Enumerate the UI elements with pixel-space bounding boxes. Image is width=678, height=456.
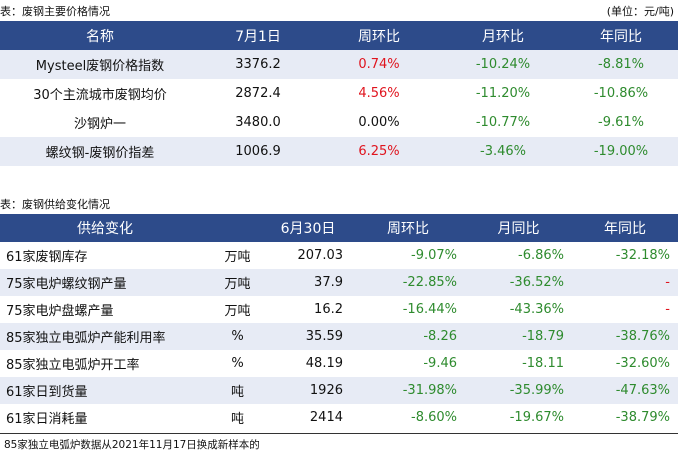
col-header-date: 7月1日 [200, 21, 316, 50]
row-name: 螺纹钢-废钢价指差 [0, 137, 200, 166]
row-name: Mysteel废钢价格指数 [0, 50, 200, 79]
row-value: 2872.4 [235, 86, 281, 101]
price-table: 名称 7月1日 周环比 月环比 年同比 Mysteel废钢价格指数 3376.2… [0, 21, 678, 166]
row-yoy: -38.79% [615, 410, 670, 425]
row-mom: -36.52% [465, 269, 572, 296]
row-value: 2414 [309, 410, 343, 425]
row-name: 85家独立电弧炉开工率 [6, 358, 140, 373]
row-yoy: -10.86% [593, 86, 649, 101]
row-unit: 万吨 [224, 304, 251, 319]
table-row: 61家日消耗量 吨 2414 -8.60% -19.67% -38.79% [0, 404, 678, 431]
col-header-yoy: 年同比 [564, 21, 678, 50]
row-mom: -11.20% [475, 86, 531, 101]
row-wow: 0.00% [358, 115, 400, 130]
row-name: 61家日消耗量 [6, 412, 88, 427]
table-row: 75家电炉螺纹钢产量 万吨 37.9 -22.85% -36.52% - [0, 269, 678, 296]
col-header-wow: 周环比 [351, 214, 465, 242]
row-yoy: - [572, 269, 678, 296]
col-header-yoy: 年同比 [572, 214, 678, 242]
row-name: 85家独立电弧炉产能利用率 [0, 323, 210, 350]
col-header-unit [210, 214, 265, 242]
row-mom: -18.11 [522, 356, 564, 371]
row-name: 61家日到货量 [0, 377, 210, 404]
col-header-name: 名称 [0, 21, 200, 50]
supply-table: 供给变化 6月30日 周环比 月同比 年同比 61家废钢库存 万吨 207.03… [0, 214, 678, 431]
row-value: 35.59 [265, 323, 351, 350]
row-yoy: -8.81% [564, 50, 678, 79]
row-mom: -35.99% [465, 377, 572, 404]
col-header-mom: 月环比 [442, 21, 564, 50]
row-value: 1006.9 [200, 137, 316, 166]
table-row: 85家独立电弧炉开工率 % 48.19 -9.46 -18.11 -32.60% [0, 350, 678, 377]
row-yoy: -32.60% [615, 356, 670, 371]
row-yoy: - [665, 302, 670, 317]
table-row: Mysteel废钢价格指数 3376.2 0.74% -10.24% -8.81… [0, 50, 678, 79]
row-value: 207.03 [297, 248, 344, 263]
row-wow: 0.74% [316, 50, 442, 79]
row-wow: -8.26 [351, 323, 465, 350]
table-row: 61家日到货量 吨 1926 -31.98% -35.99% -47.63% [0, 377, 678, 404]
row-yoy: -19.00% [564, 137, 678, 166]
row-yoy: -38.76% [572, 323, 678, 350]
row-mom: -43.36% [509, 302, 564, 317]
row-unit: 吨 [230, 412, 244, 427]
col-header-supply: 供给变化 [0, 214, 210, 242]
row-name: 61家废钢库存 [6, 250, 88, 265]
col-header-wow: 周环比 [316, 21, 442, 50]
row-yoy: -47.63% [572, 377, 678, 404]
row-unit: % [210, 323, 265, 350]
row-mom: -18.79 [465, 323, 572, 350]
row-value: 16.2 [314, 302, 343, 317]
row-value: 48.19 [305, 356, 343, 371]
row-wow: -22.85% [351, 269, 465, 296]
row-name: 沙钢炉一 [73, 117, 126, 132]
table-row: 85家独立电弧炉产能利用率 % 35.59 -8.26 -18.79 -38.7… [0, 323, 678, 350]
table-row: 沙钢炉一 3480.0 0.00% -10.77% -9.61% [0, 108, 678, 137]
table-row: 61家废钢库存 万吨 207.03 -9.07% -6.86% -32.18% [0, 242, 678, 269]
row-value: 3480.0 [235, 115, 281, 130]
footnote: 85家独立电弧炉数据从2021年11月17日换成新样本的 [0, 433, 678, 452]
row-mom: -3.46% [442, 137, 564, 166]
row-mom: -10.24% [442, 50, 564, 79]
row-name: 30个主流城市废钢均价 [33, 88, 167, 103]
row-unit: 万吨 [210, 269, 265, 296]
table-row: 螺纹钢-废钢价指差 1006.9 6.25% -3.46% -19.00% [0, 137, 678, 166]
row-yoy: -32.18% [615, 248, 670, 263]
table1-caption: 表：废钢主要价格情况 [0, 5, 110, 18]
table1-unit-note: (单位：元/吨) [606, 5, 674, 18]
row-wow: -31.98% [351, 377, 465, 404]
supply-table-header-row: 供给变化 6月30日 周环比 月同比 年同比 [0, 214, 678, 242]
price-table-header-row: 名称 7月1日 周环比 月环比 年同比 [0, 21, 678, 50]
row-wow: -9.46 [423, 356, 457, 371]
row-unit: % [231, 356, 244, 371]
row-value: 37.9 [265, 269, 351, 296]
table2-caption: 表：废钢供给变化情况 [0, 198, 110, 211]
row-mom: -10.77% [475, 115, 531, 130]
table-row: 30个主流城市废钢均价 2872.4 4.56% -11.20% -10.86% [0, 79, 678, 108]
col-header-mom: 月同比 [465, 214, 572, 242]
row-wow: -8.60% [411, 410, 457, 425]
row-name: 75家电炉盘螺产量 [6, 304, 114, 319]
row-wow: -16.44% [402, 302, 457, 317]
row-unit: 万吨 [224, 250, 251, 265]
col-header-date: 6月30日 [265, 214, 351, 242]
row-mom: -6.86% [518, 248, 564, 263]
row-name: 75家电炉螺纹钢产量 [0, 269, 210, 296]
row-mom: -19.67% [509, 410, 564, 425]
row-wow: -9.07% [411, 248, 457, 263]
row-wow: 6.25% [316, 137, 442, 166]
row-wow: 4.56% [358, 86, 400, 101]
row-value: 1926 [265, 377, 351, 404]
table-row: 75家电炉盘螺产量 万吨 16.2 -16.44% -43.36% - [0, 296, 678, 323]
row-yoy: -9.61% [598, 115, 644, 130]
row-value: 3376.2 [200, 50, 316, 79]
row-unit: 吨 [210, 377, 265, 404]
